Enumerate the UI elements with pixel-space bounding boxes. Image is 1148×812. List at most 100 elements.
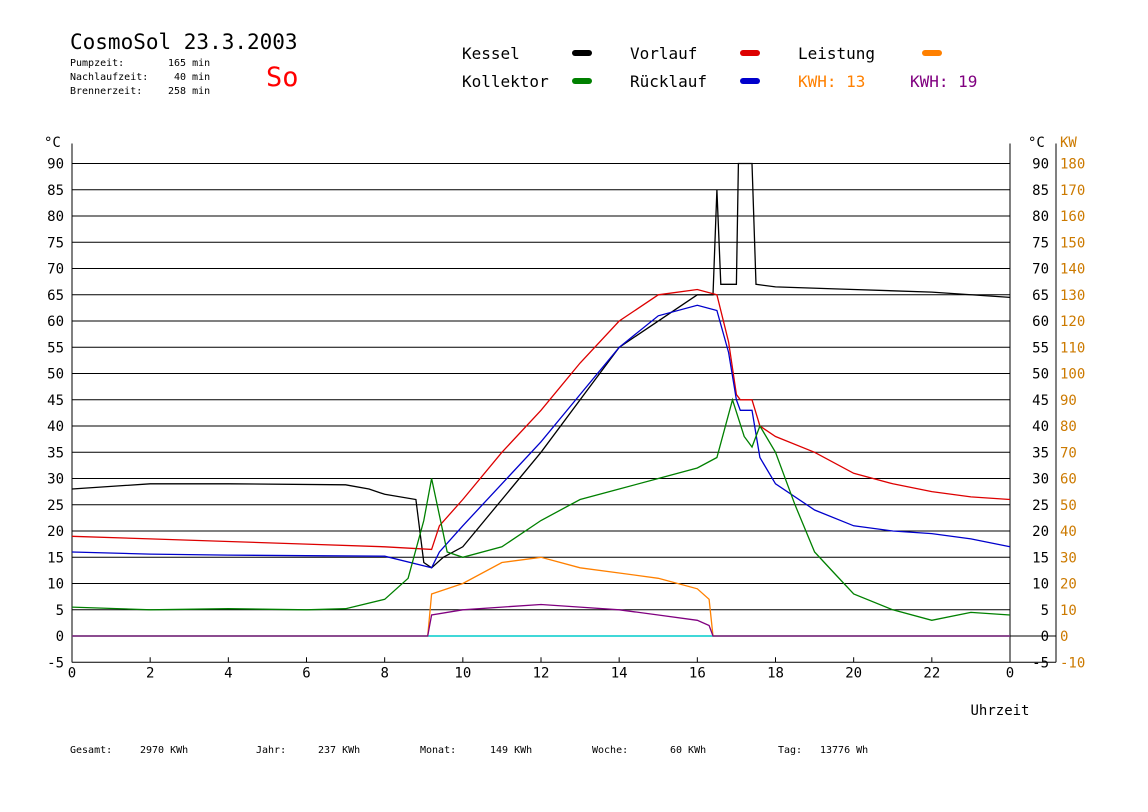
nachlauf-value: 40 min bbox=[174, 72, 211, 83]
y2-tick-160: 160 bbox=[1060, 209, 1085, 225]
y-tick-left-65: 65 bbox=[47, 288, 64, 304]
footer-monat-value: 149 KWh bbox=[490, 745, 533, 756]
legend-kollektor-label: Kollektor bbox=[462, 72, 549, 91]
series-line-3 bbox=[71, 397, 1011, 621]
y-tick-left-5: 5 bbox=[56, 603, 64, 619]
y-tick-left-15: 15 bbox=[47, 550, 64, 566]
y-unit-right: °C bbox=[1028, 135, 1045, 151]
y2-tick-180: 180 bbox=[1060, 157, 1085, 173]
pump-value: 165 min bbox=[168, 58, 211, 69]
legend-kwh-leistung: KWH: 13 bbox=[798, 72, 866, 91]
y-tick-left-30: 30 bbox=[47, 472, 64, 488]
y2-tick-100: 100 bbox=[1060, 367, 1085, 383]
legend-kollektor-swatch bbox=[572, 78, 592, 84]
y-tick-right--5: -5 bbox=[1032, 655, 1049, 671]
x-tick-label-9: 18 bbox=[767, 665, 784, 681]
y-unit-left: °C bbox=[44, 135, 61, 151]
footer-monat-label: Monat: bbox=[420, 745, 457, 756]
x-tick-label-1: 2 bbox=[146, 665, 154, 681]
y-tick-left-0: 0 bbox=[56, 629, 64, 645]
legend-kessel-label: Kessel bbox=[462, 44, 520, 63]
y-tick-right-70: 70 bbox=[1032, 262, 1049, 278]
footer-woche-label: Woche: bbox=[592, 745, 629, 756]
y2-tick-20: 20 bbox=[1060, 577, 1077, 593]
legend-ruecklauf-label: Rücklauf bbox=[630, 72, 708, 91]
y2-tick-150: 150 bbox=[1060, 235, 1085, 251]
x-tick-label-5: 10 bbox=[454, 665, 471, 681]
y-tick-right-25: 25 bbox=[1032, 498, 1049, 514]
y-tick-left-75: 75 bbox=[47, 235, 64, 251]
y-tick-right-80: 80 bbox=[1032, 209, 1049, 225]
x-tick-label-2: 4 bbox=[224, 665, 232, 681]
y-tick-right-15: 15 bbox=[1032, 550, 1049, 566]
y-tick-right-40: 40 bbox=[1032, 419, 1049, 435]
series-line-1 bbox=[71, 288, 1011, 551]
x-tick-label-8: 16 bbox=[689, 665, 706, 681]
y2-tick-0: 0 bbox=[1060, 629, 1068, 645]
y2-tick-80: 80 bbox=[1060, 419, 1077, 435]
legend-leistung-label: Leistung bbox=[798, 44, 876, 63]
footer-jahr-value: 237 KWh bbox=[318, 745, 361, 756]
weekday-label: So bbox=[266, 62, 299, 93]
y-tick-left-70: 70 bbox=[47, 262, 64, 278]
y2-tick-50: 50 bbox=[1060, 498, 1077, 514]
x-tick-label-3: 6 bbox=[302, 665, 310, 681]
y2-tick-170: 170 bbox=[1060, 183, 1085, 199]
legend-leistung-swatch bbox=[922, 50, 942, 56]
legend-kessel-swatch bbox=[572, 50, 592, 56]
y-tick-left-10: 10 bbox=[47, 577, 64, 593]
series-line-5 bbox=[72, 603, 1010, 637]
y-tick-left-20: 20 bbox=[47, 524, 64, 540]
y-tick-right-85: 85 bbox=[1032, 183, 1049, 199]
chart-title: CosmoSol 23.3.2003 bbox=[70, 30, 298, 54]
y-tick-right-45: 45 bbox=[1032, 393, 1049, 409]
legend-kwh-second: KWH: 19 bbox=[910, 72, 978, 91]
legend-ruecklauf-swatch bbox=[740, 78, 760, 84]
y-tick-right-30: 30 bbox=[1032, 472, 1049, 488]
y-tick-left--5: -5 bbox=[47, 655, 64, 671]
y2-tick-110: 110 bbox=[1060, 340, 1085, 356]
y-tick-left-55: 55 bbox=[47, 340, 64, 356]
x-tick-label-6: 12 bbox=[533, 665, 550, 681]
y2-tick-130: 130 bbox=[1060, 288, 1085, 304]
y-tick-left-85: 85 bbox=[47, 183, 64, 199]
y-tick-right-75: 75 bbox=[1032, 235, 1049, 251]
y2-tick--10: -10 bbox=[1060, 655, 1085, 671]
y-tick-right-65: 65 bbox=[1032, 288, 1049, 304]
y-tick-right-10: 10 bbox=[1032, 577, 1049, 593]
y-tick-right-20: 20 bbox=[1032, 524, 1049, 540]
legend-vorlauf-label: Vorlauf bbox=[630, 44, 698, 63]
y2-tick-10: 10 bbox=[1060, 603, 1077, 619]
x-tick-label-7: 14 bbox=[611, 665, 628, 681]
y-tick-right-35: 35 bbox=[1032, 445, 1049, 461]
brenner-label: Brennerzeit: bbox=[70, 86, 143, 97]
y-tick-left-80: 80 bbox=[47, 209, 64, 225]
pump-label: Pumpzeit: bbox=[70, 58, 125, 69]
y2-tick-120: 120 bbox=[1060, 314, 1085, 330]
series-line-0 bbox=[71, 162, 1011, 569]
x-tick-label-4: 8 bbox=[380, 665, 388, 681]
y2-tick-70: 70 bbox=[1060, 445, 1077, 461]
y-tick-right-50: 50 bbox=[1032, 367, 1049, 383]
y-tick-left-40: 40 bbox=[47, 419, 64, 435]
footer-tag-label: Tag: bbox=[778, 745, 803, 756]
footer-gesamt-value: 2970 KWh bbox=[140, 745, 189, 756]
x-tick-label-11: 22 bbox=[923, 665, 940, 681]
y-tick-left-50: 50 bbox=[47, 367, 64, 383]
y-tick-left-35: 35 bbox=[47, 445, 64, 461]
y-tick-right-90: 90 bbox=[1032, 157, 1049, 173]
x-tick-label-10: 20 bbox=[845, 665, 862, 681]
x-tick-label-0: 0 bbox=[68, 665, 76, 681]
y2-tick-40: 40 bbox=[1060, 524, 1077, 540]
y-tick-right-55: 55 bbox=[1032, 340, 1049, 356]
y2-unit: KW bbox=[1060, 135, 1077, 151]
brenner-value: 258 min bbox=[168, 86, 211, 97]
series-line-2 bbox=[71, 304, 1011, 569]
x-tick-label-12: 0 bbox=[1006, 665, 1014, 681]
footer-gesamt-label: Gesamt: bbox=[70, 745, 113, 756]
y-tick-right-5: 5 bbox=[1041, 603, 1049, 619]
y-tick-right-0: 0 bbox=[1041, 629, 1049, 645]
y-tick-left-90: 90 bbox=[47, 157, 64, 173]
footer-woche-value: 60 KWh bbox=[670, 745, 707, 756]
